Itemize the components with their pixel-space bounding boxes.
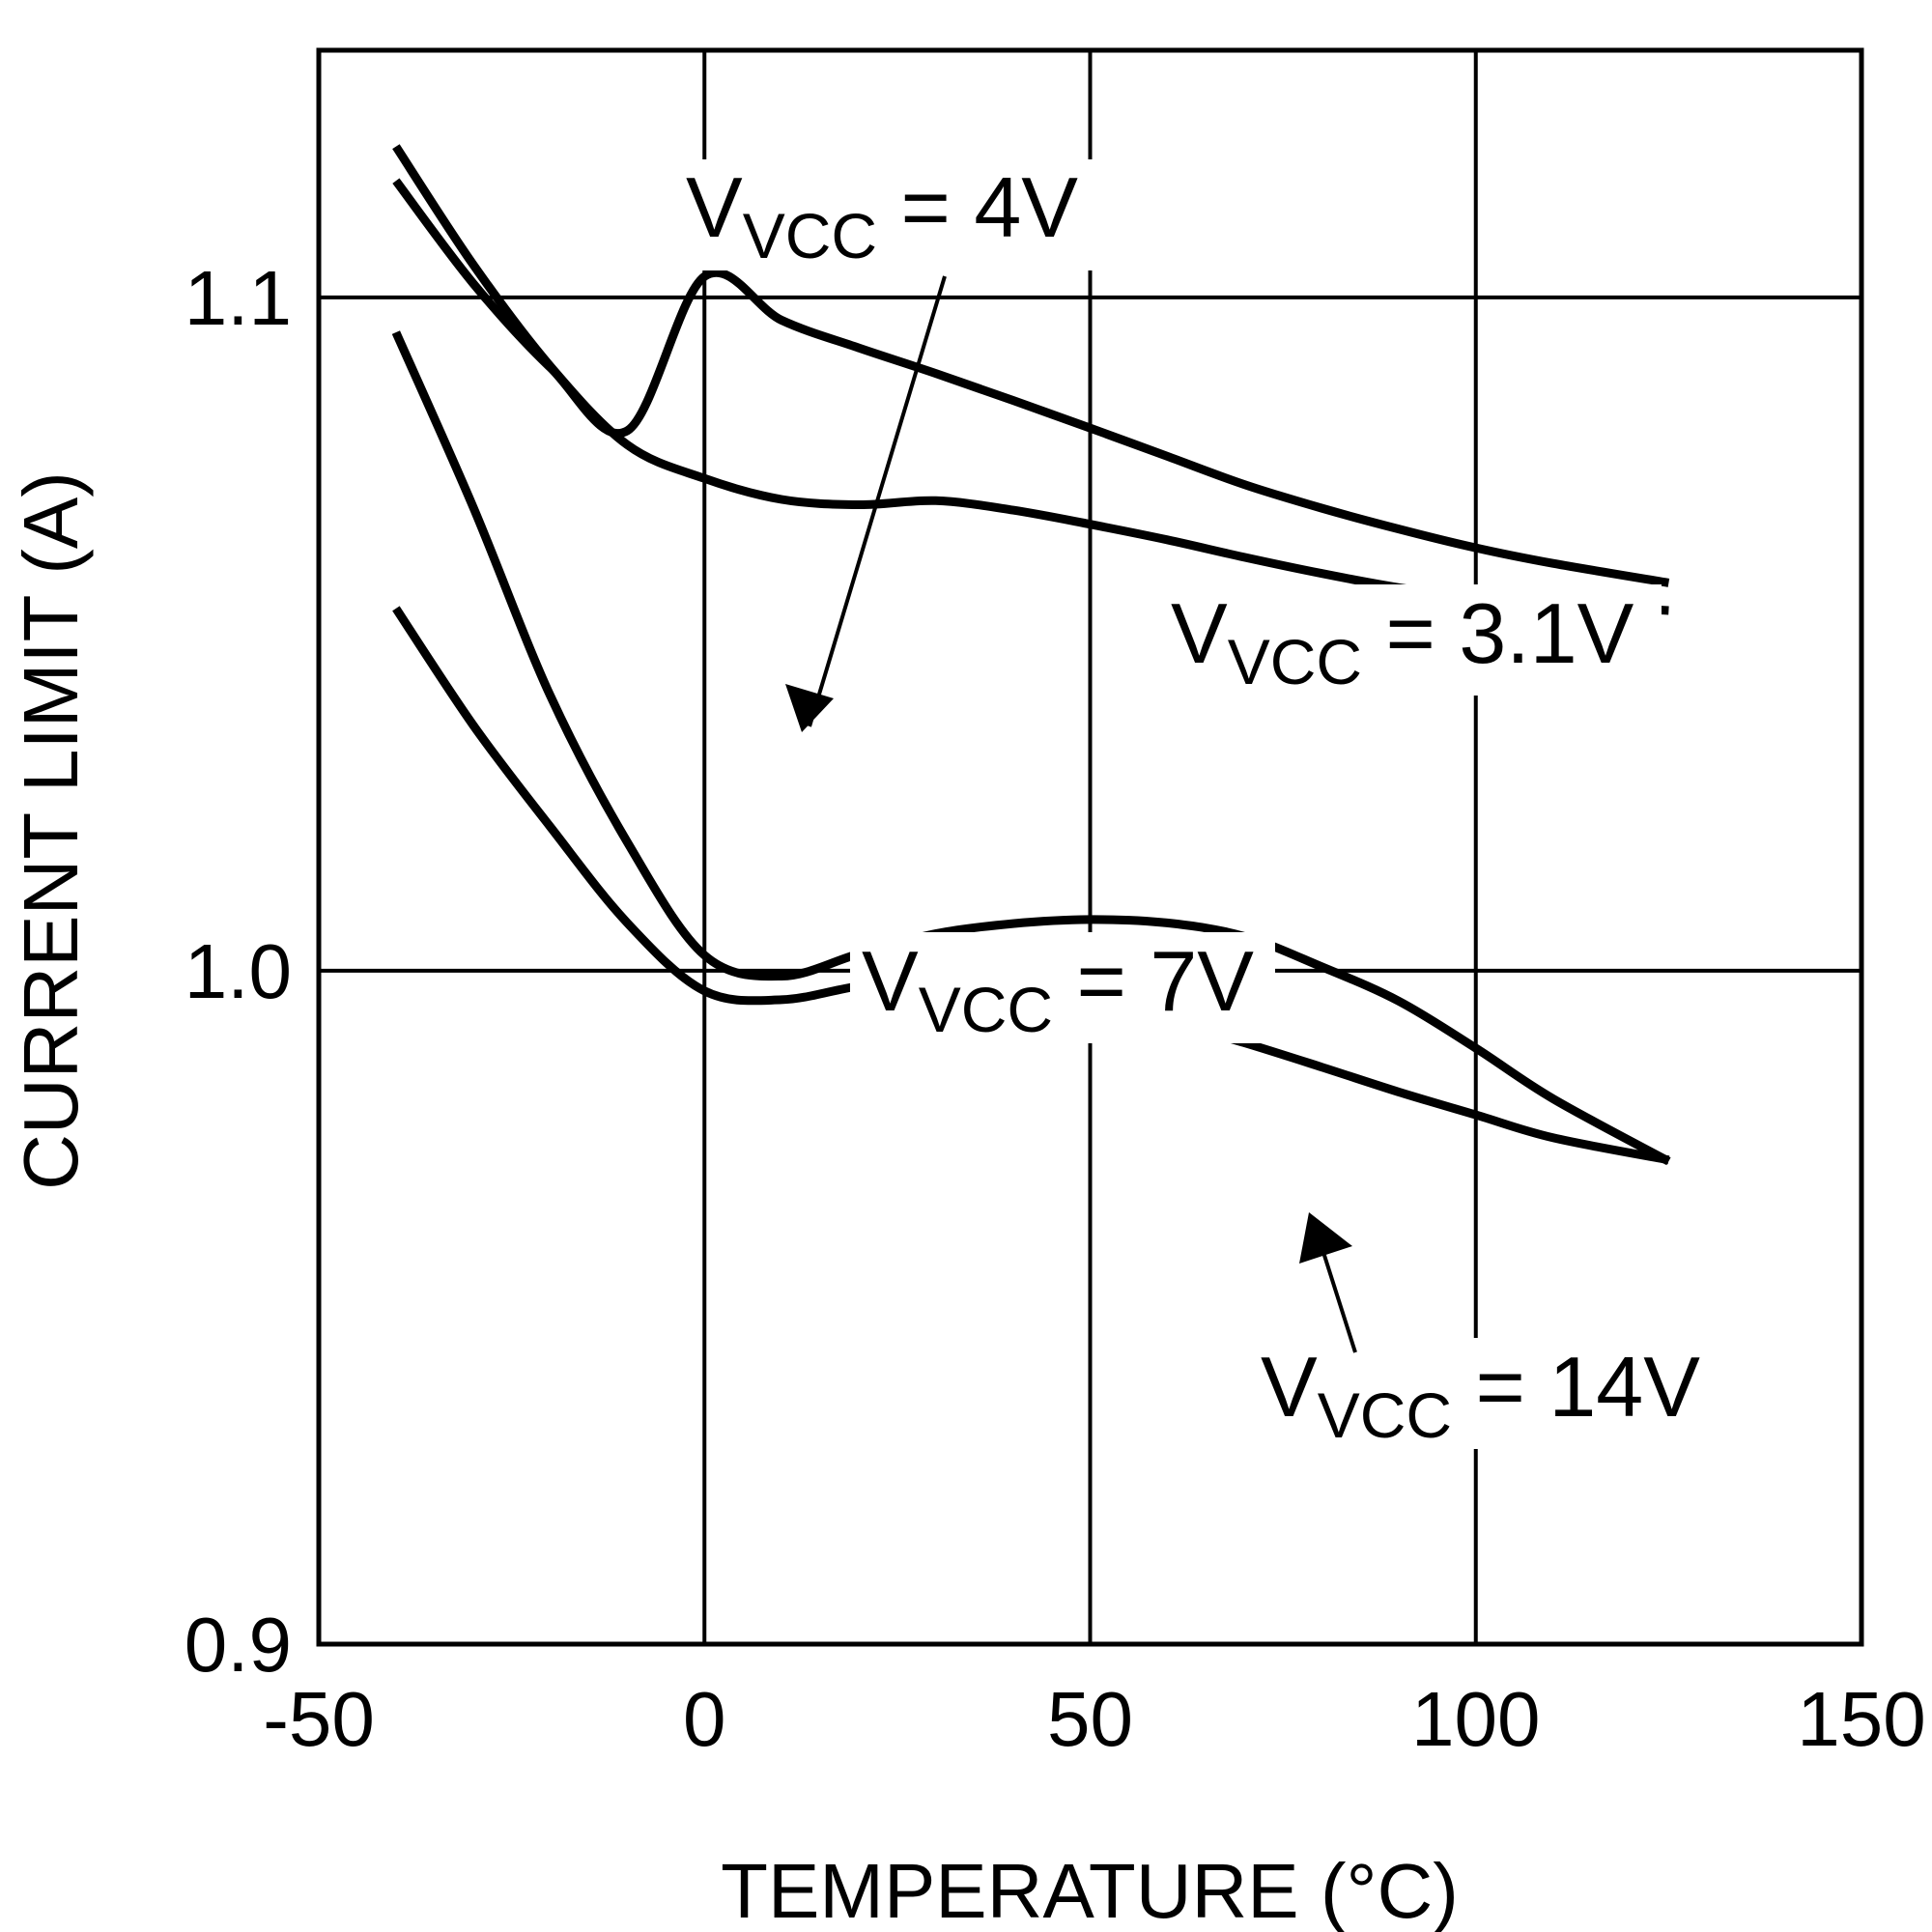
x-tick-labels: -50 0 50 100 150 [263,1676,1926,1762]
y-tick-label: 1.1 [185,255,292,341]
annotation-3v1-sub: VCC [1228,626,1362,697]
y-tick-label: 0.9 [185,1602,292,1688]
annotation-14v-main: V [1261,1339,1318,1435]
annotation-7v-sub: VCC [919,974,1053,1045]
plot-frame [316,47,1864,1647]
annotation-7v-rest: = 7V [1053,933,1254,1029]
annotation-4v-bg [676,159,1111,270]
annotation-4v-main: V [686,159,743,255]
annotation-14v-arrowhead [1299,1212,1352,1264]
annotation-14v-bg [1251,1338,1734,1449]
annotation-3v1-bg [1159,584,1662,696]
annotation-7v-bg [850,932,1275,1043]
annotation-14v-sub: VCC [1318,1379,1452,1451]
annotation-4v-sub: VCC [743,200,877,271]
annotation-3v1-label: VVCC = 3.1V [1171,585,1634,697]
x-tick-label: 0 [683,1676,726,1762]
x-tick-label: 50 [1047,1676,1133,1762]
annotation-7v-label: VVCC = 7V [862,933,1254,1045]
x-axis-title: TEMPERATURE (°C) [721,1848,1459,1932]
y-tick-labels: 0.9 1.0 1.1 [185,255,292,1688]
annotation-3v1-main: V [1171,585,1228,681]
y-axis-title: CURRENT LIMIT (A) [8,471,94,1190]
annotation-4v-arrowhead [785,684,834,732]
annotation-7v-main: V [862,933,919,1029]
series-line-vcc-7v [391,330,1671,1166]
annotation-14v-label: VVCC = 14V [1261,1339,1700,1451]
x-tick-label: 150 [1797,1676,1925,1762]
annotation-3v1-rest: = 3.1V [1362,585,1634,681]
annotation-4v-arrow-line [808,275,947,727]
x-tick-label: 100 [1411,1676,1540,1762]
x-tick-label: -50 [263,1676,375,1762]
annotations: VVCC = 4V VVCC = 3.1V VVCC = 7V VVCC = 1… [676,159,1734,1451]
annotation-4v-label: VVCC = 4V [686,159,1078,271]
annotation-14v-rest: = 14V [1452,1339,1700,1435]
annotation-4v-rest: = 4V [877,159,1078,255]
y-tick-label: 1.0 [185,928,292,1014]
